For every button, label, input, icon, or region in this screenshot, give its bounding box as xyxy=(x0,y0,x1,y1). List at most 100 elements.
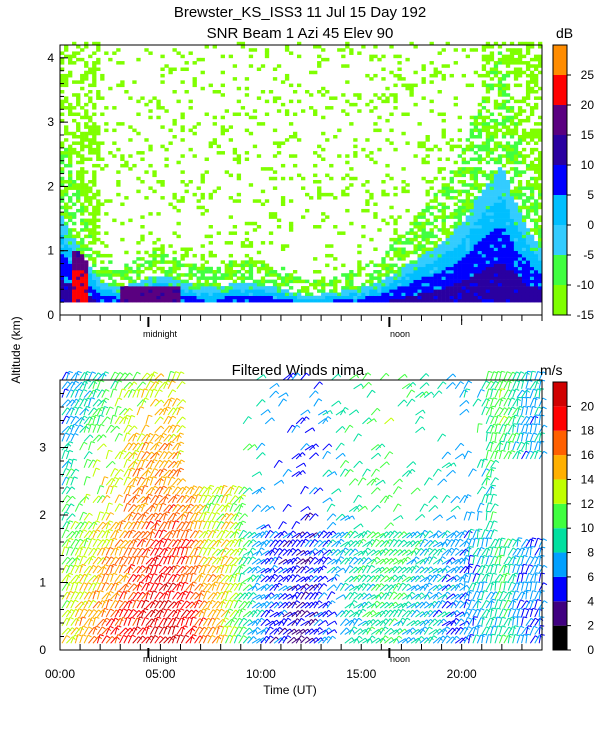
snr-cell xyxy=(497,180,503,184)
wind-barb xyxy=(141,521,147,530)
wind-barb-flag xyxy=(122,555,127,559)
snr-cell xyxy=(188,266,193,271)
snr-cell xyxy=(393,93,398,97)
snr-cell xyxy=(172,257,177,261)
snr-cell xyxy=(208,241,213,245)
wind-barb xyxy=(70,574,78,583)
wind-barb-flag xyxy=(77,581,83,584)
snr-cell xyxy=(240,266,246,271)
wind-barb xyxy=(70,599,76,609)
wind-barb xyxy=(158,433,164,442)
snr-cell xyxy=(461,221,466,226)
snr-cell xyxy=(144,298,149,303)
snr-cell xyxy=(60,241,65,245)
wind-barb-flag xyxy=(95,616,100,619)
wind-barb xyxy=(66,495,73,504)
wind-barb-flag xyxy=(70,503,75,507)
wind-barb xyxy=(149,381,157,390)
wind-barb xyxy=(123,407,130,416)
snr-cell xyxy=(104,292,109,297)
snr-cell xyxy=(481,266,487,271)
snr-cell xyxy=(533,83,539,88)
snr-cell xyxy=(88,218,93,223)
wind-barb xyxy=(141,548,148,556)
snr-cell xyxy=(449,279,454,284)
snr-cell xyxy=(529,241,535,245)
snr-cell xyxy=(521,41,527,46)
snr-cell xyxy=(429,147,434,152)
snr-cell xyxy=(373,202,378,207)
snr-cell xyxy=(148,279,153,284)
snr-cell xyxy=(240,286,246,290)
snr-cell xyxy=(60,253,65,258)
wind-barb xyxy=(114,546,119,556)
snr-cell xyxy=(509,266,515,271)
snr-cell xyxy=(389,247,394,252)
snr-cell xyxy=(441,64,446,68)
wind-barb xyxy=(105,626,111,635)
snr-cell xyxy=(88,189,93,194)
wind-barb-flag xyxy=(102,434,107,438)
snr-cell xyxy=(72,241,77,245)
snr-cell xyxy=(485,86,491,91)
snr-cell xyxy=(76,160,81,165)
snr-cell xyxy=(477,298,483,303)
wind-barb xyxy=(123,573,128,582)
snr-cell xyxy=(264,266,270,271)
snr-cell xyxy=(513,154,519,158)
snr-cell xyxy=(397,247,402,252)
snr-cell xyxy=(92,112,97,117)
snr-cell xyxy=(248,257,254,261)
snr-cell xyxy=(365,289,370,293)
snr-cell xyxy=(116,286,121,290)
wind-barb xyxy=(154,539,162,548)
snr-cell xyxy=(473,180,479,184)
snr-cell xyxy=(341,192,346,197)
snr-cell xyxy=(421,234,426,239)
snr-cell xyxy=(529,208,535,213)
snr-cell xyxy=(192,282,197,287)
snr-cell xyxy=(477,234,483,239)
snr-cell xyxy=(533,253,539,258)
snr-cell xyxy=(321,48,326,52)
snr-cell xyxy=(76,80,81,84)
snr-cell xyxy=(361,225,366,229)
wind-barb xyxy=(154,635,161,644)
snr-cell xyxy=(401,186,406,190)
wind-barb-flag xyxy=(131,634,136,638)
wind-barb xyxy=(123,627,131,635)
snr-cell xyxy=(465,247,470,252)
snr-cell xyxy=(473,144,479,149)
snr-cell xyxy=(525,253,531,258)
snr-cell xyxy=(465,208,470,213)
snr-cell xyxy=(525,295,531,300)
snr-cell xyxy=(236,292,242,297)
snr-cell xyxy=(445,215,450,219)
snr-cell xyxy=(148,109,153,113)
snr-cell xyxy=(64,257,69,261)
snr-cell xyxy=(301,286,306,290)
wind-barb-flag xyxy=(128,424,132,428)
snr-cell xyxy=(349,292,354,297)
snr-cell xyxy=(268,215,274,219)
snr-cell xyxy=(489,67,495,72)
snr-cell xyxy=(529,86,535,91)
snr-cell xyxy=(128,125,133,129)
wind-barb-flag xyxy=(73,423,78,427)
snr-cell xyxy=(469,192,475,197)
snr-cell xyxy=(509,154,515,158)
snr-cell xyxy=(96,295,101,300)
snr-cell xyxy=(313,282,318,287)
snr-cell xyxy=(60,176,65,181)
wind-barb-flag xyxy=(87,573,92,576)
wind-barb-flag xyxy=(153,573,158,576)
snr-cell xyxy=(208,270,213,274)
snr-cell xyxy=(60,286,65,290)
snr-cell xyxy=(389,282,394,287)
wind-barb xyxy=(132,636,140,644)
snr-cell xyxy=(317,144,322,149)
snr-cell xyxy=(349,295,354,300)
wind-barb xyxy=(61,503,68,512)
wind-barb xyxy=(123,513,131,521)
snr-cell xyxy=(80,228,85,232)
